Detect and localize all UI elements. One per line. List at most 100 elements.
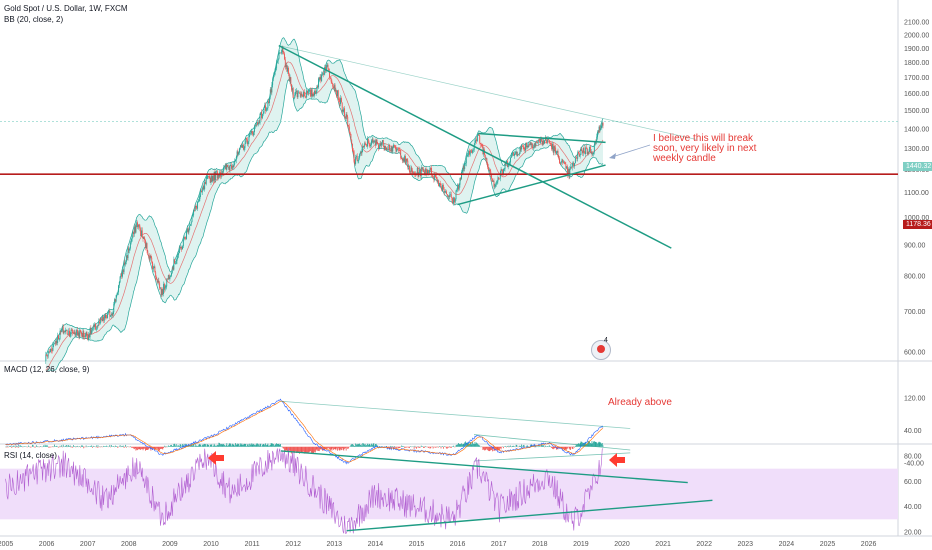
macd-histogram-bar	[269, 445, 270, 447]
macd-histogram-bar	[191, 445, 193, 447]
time-tick-label: 2016	[450, 541, 466, 548]
macd-histogram-bar	[113, 445, 115, 447]
candle	[515, 151, 517, 154]
candle	[436, 177, 438, 182]
candle	[404, 156, 406, 164]
macd-histogram-bar	[140, 446, 142, 450]
macd-histogram-bar	[168, 446, 170, 447]
candle	[67, 334, 69, 335]
candle	[461, 171, 463, 179]
candle	[209, 178, 211, 183]
macd-histogram-bar	[531, 444, 533, 447]
macd-histogram-bar	[393, 446, 394, 449]
candle	[592, 154, 594, 155]
macd-histogram-bar	[18, 445, 20, 447]
macd-histogram-bar	[148, 446, 150, 449]
macd-histogram-bar	[404, 446, 406, 448]
candle	[246, 138, 248, 140]
candle	[578, 153, 580, 157]
candle	[314, 90, 316, 94]
candle	[310, 89, 312, 97]
candle	[397, 149, 398, 150]
macd-histogram-bar	[142, 446, 144, 451]
macd-histogram-bar	[12, 446, 14, 447]
candle	[520, 147, 522, 150]
candle	[342, 109, 344, 112]
macd-histogram-bar	[14, 445, 16, 447]
macd-histogram-bar	[224, 444, 225, 447]
macd-histogram-bar	[484, 446, 486, 451]
candle	[235, 160, 236, 162]
candle	[472, 149, 474, 151]
macd-histogram-bar	[267, 443, 269, 447]
candle	[257, 122, 259, 125]
candle	[93, 325, 95, 327]
time-tick-label: 2023	[738, 541, 754, 548]
candle	[270, 89, 272, 93]
macd-histogram-bar	[286, 446, 288, 451]
macd-histogram-bar	[501, 446, 503, 448]
macd-histogram-bar	[155, 446, 157, 450]
macd-histogram-bar	[413, 446, 415, 449]
candle	[378, 144, 380, 149]
time-tick-label: 2011	[245, 541, 260, 548]
candle	[287, 67, 289, 72]
macd-histogram-bar	[372, 443, 374, 447]
macd-histogram-bar	[255, 444, 257, 447]
macd-histogram-bar	[70, 446, 72, 448]
macd-histogram-bar	[243, 444, 244, 447]
macd-histogram-bar	[46, 445, 47, 447]
candle	[239, 146, 241, 149]
macd-histogram-bar	[503, 446, 504, 449]
macd-histogram-bar	[139, 446, 141, 450]
candle	[453, 197, 455, 203]
candle	[249, 133, 251, 136]
macd-histogram-bar	[460, 444, 462, 447]
macd-histogram-bar	[483, 446, 485, 450]
macd-histogram-bar	[417, 446, 419, 447]
candle	[338, 99, 340, 101]
macd-histogram-bar	[540, 444, 542, 447]
candle	[48, 351, 50, 353]
macd-histogram-bar	[248, 445, 250, 447]
candle	[582, 147, 584, 154]
macd-histogram-bar	[133, 446, 134, 449]
macd-histogram-bar	[332, 446, 334, 449]
time-tick-label: 2008	[121, 541, 137, 548]
candle	[402, 158, 404, 161]
candle	[107, 311, 109, 314]
candle	[85, 332, 87, 336]
candle	[144, 240, 146, 248]
current-price-box: 1440.32	[903, 162, 932, 171]
macd-histogram-bar	[15, 446, 17, 448]
candle	[325, 67, 327, 71]
macd-histogram-bar	[363, 444, 365, 447]
macd-histogram-bar	[484, 446, 485, 451]
candle	[76, 330, 78, 336]
macd-histogram-bar	[117, 446, 119, 448]
macd-histogram-bar	[376, 445, 378, 447]
macd-histogram-bar	[309, 446, 311, 452]
macd-histogram-bar	[65, 445, 66, 447]
candle	[99, 318, 101, 324]
macd-histogram-bar	[162, 446, 164, 450]
candle	[117, 292, 119, 295]
candle	[77, 332, 79, 336]
candle	[195, 205, 197, 208]
tradingview-logo-icon[interactable]: 4	[591, 337, 611, 360]
candle	[379, 143, 381, 147]
candle	[321, 73, 323, 75]
candle	[524, 149, 526, 151]
macd-histogram-bar	[331, 446, 333, 451]
candle	[387, 149, 389, 151]
macd-histogram-bar	[398, 446, 400, 448]
macd-histogram-bar	[254, 445, 256, 447]
macd-histogram-bar	[317, 446, 319, 451]
candle	[129, 248, 131, 251]
macd-histogram-bar	[594, 441, 596, 447]
macd-histogram-bar	[299, 446, 301, 452]
macd-histogram-bar	[92, 446, 93, 448]
candle	[514, 153, 516, 155]
macd-histogram-bar	[219, 443, 221, 447]
